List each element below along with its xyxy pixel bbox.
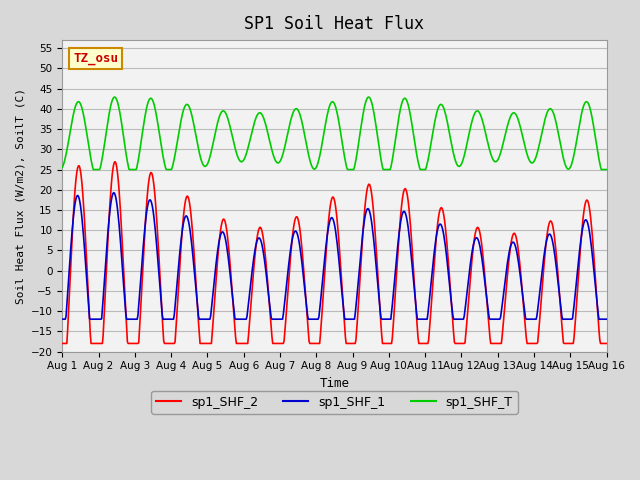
Y-axis label: Soil Heat Flux (W/m2), SoilT (C): Soil Heat Flux (W/m2), SoilT (C) xyxy=(15,88,25,304)
X-axis label: Time: Time xyxy=(319,377,349,390)
Text: TZ_osu: TZ_osu xyxy=(73,52,118,65)
Title: SP1 Soil Heat Flux: SP1 Soil Heat Flux xyxy=(244,15,424,33)
Legend: sp1_SHF_2, sp1_SHF_1, sp1_SHF_T: sp1_SHF_2, sp1_SHF_1, sp1_SHF_T xyxy=(151,391,518,414)
